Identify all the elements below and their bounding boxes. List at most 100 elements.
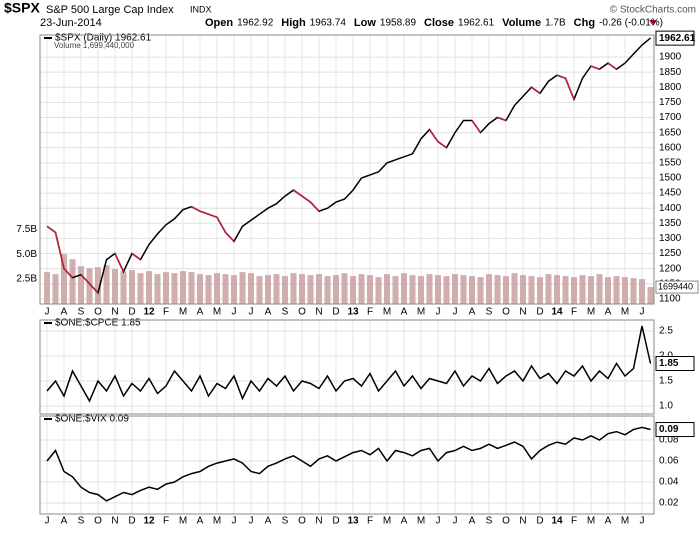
x-tick-label: J bbox=[249, 307, 254, 318]
price-line bbox=[46, 426, 651, 502]
y-tick-label: 1.5 bbox=[659, 376, 673, 387]
y-tick-label: 1450 bbox=[659, 188, 682, 199]
volume-bar bbox=[52, 274, 59, 304]
x-tick-label: M bbox=[383, 307, 391, 318]
x-tick-label: A bbox=[605, 516, 612, 527]
x-tick-label: D bbox=[536, 516, 543, 527]
volume-bar bbox=[452, 274, 458, 304]
y-tick-label: 1800 bbox=[659, 82, 682, 93]
x-tick-label: A bbox=[265, 307, 272, 318]
down-segment bbox=[471, 120, 482, 134]
volume-bar bbox=[520, 275, 526, 304]
down-segment bbox=[293, 189, 303, 197]
x-tick-label: M bbox=[213, 307, 221, 318]
x-tick-label: M bbox=[417, 307, 425, 318]
volume-bar bbox=[605, 277, 611, 304]
volume-bar bbox=[367, 275, 373, 304]
volume-bar bbox=[494, 275, 501, 304]
volume-bar bbox=[171, 273, 178, 304]
volume-bar bbox=[358, 274, 365, 304]
x-tick-label: O bbox=[502, 307, 510, 318]
volume-bar bbox=[222, 274, 229, 304]
x-tick-label: A bbox=[197, 516, 204, 527]
x-tick-label: S bbox=[486, 307, 493, 318]
volume-bar bbox=[588, 276, 594, 304]
volume-bar bbox=[630, 278, 637, 304]
down-segment bbox=[208, 213, 218, 219]
y-tick-label: 1.0 bbox=[659, 401, 673, 412]
down-segment bbox=[191, 205, 201, 212]
x-tick-label: 12 bbox=[143, 307, 155, 318]
volume-bar bbox=[341, 273, 348, 304]
volume-bar bbox=[78, 266, 84, 304]
x-tick-label: J bbox=[436, 516, 441, 527]
x-tick-label: F bbox=[367, 516, 373, 527]
volume-bar bbox=[460, 275, 467, 304]
x-tick-label: J bbox=[453, 516, 458, 527]
panel-background bbox=[40, 416, 654, 514]
x-tick-label: O bbox=[94, 307, 102, 318]
down-segment bbox=[63, 268, 74, 279]
x-tick-label: 14 bbox=[551, 516, 563, 527]
volume-bar bbox=[282, 276, 288, 304]
volume-bar bbox=[528, 276, 535, 304]
volume-bar bbox=[69, 259, 76, 304]
quote-label: Close bbox=[424, 17, 454, 29]
y-tick-label: 1350 bbox=[659, 218, 682, 229]
x-tick-label: A bbox=[265, 516, 272, 527]
volume-bar bbox=[477, 277, 484, 304]
quote-value: 1963.74 bbox=[310, 18, 347, 29]
quote-value: 1958.89 bbox=[380, 18, 417, 29]
legend-label: $SPX (Daily) 1962.61 bbox=[55, 33, 152, 44]
down-segment bbox=[564, 77, 575, 100]
down-segment bbox=[428, 129, 439, 143]
down-segment bbox=[531, 86, 541, 94]
volume-bar bbox=[647, 287, 654, 304]
y-tick-label: 1100 bbox=[659, 294, 681, 305]
volume-bar bbox=[146, 271, 152, 304]
x-tick-label: S bbox=[282, 516, 289, 527]
quote-label: Chg bbox=[574, 17, 595, 29]
volume-bar bbox=[61, 254, 67, 304]
down-segment bbox=[590, 65, 600, 70]
down-segment bbox=[437, 141, 447, 149]
volume-bar bbox=[639, 279, 645, 304]
x-tick-label: S bbox=[78, 516, 85, 527]
last-value-box bbox=[655, 356, 695, 371]
x-tick-label: J bbox=[232, 516, 237, 527]
volume-bar bbox=[154, 274, 161, 304]
volume-bar bbox=[469, 276, 475, 304]
y2-tick-label: 5.0B bbox=[16, 249, 37, 260]
volume-bar bbox=[324, 276, 331, 304]
y-tick-label: 1650 bbox=[659, 127, 682, 138]
y-tick-label: 1700 bbox=[659, 112, 682, 123]
x-tick-label: M bbox=[179, 307, 187, 318]
volume-bar bbox=[163, 272, 169, 304]
exchange: INDX bbox=[190, 4, 212, 14]
y-tick-label: 1850 bbox=[659, 67, 682, 78]
x-tick-label: N bbox=[111, 516, 118, 527]
volume-bar bbox=[622, 277, 628, 304]
volume-bar bbox=[273, 274, 280, 304]
copyright: © StockCharts.com bbox=[610, 5, 696, 16]
x-tick-label: A bbox=[605, 307, 612, 318]
down-segment bbox=[309, 201, 320, 212]
volume-tag-box bbox=[655, 280, 699, 294]
y2-tick-label: 2.5B bbox=[16, 274, 37, 285]
volume-bar bbox=[231, 275, 237, 304]
volume-tag: 1699440 bbox=[658, 281, 693, 291]
quote-value: -0.26 (-0.01%) bbox=[599, 18, 663, 29]
volume-bar bbox=[401, 273, 407, 304]
down-segment bbox=[131, 252, 141, 261]
x-tick-label: D bbox=[128, 516, 135, 527]
volume-bar bbox=[384, 274, 390, 304]
date: 23-Jun-2014 bbox=[40, 17, 102, 29]
panel-background bbox=[40, 320, 654, 414]
volume-bar bbox=[375, 277, 382, 304]
down-segment bbox=[80, 274, 91, 285]
legend-label: $ONE:$CPCE 1.85 bbox=[55, 318, 141, 329]
down-segment bbox=[556, 74, 566, 79]
x-tick-label: F bbox=[163, 307, 169, 318]
volume-bar bbox=[256, 276, 263, 304]
